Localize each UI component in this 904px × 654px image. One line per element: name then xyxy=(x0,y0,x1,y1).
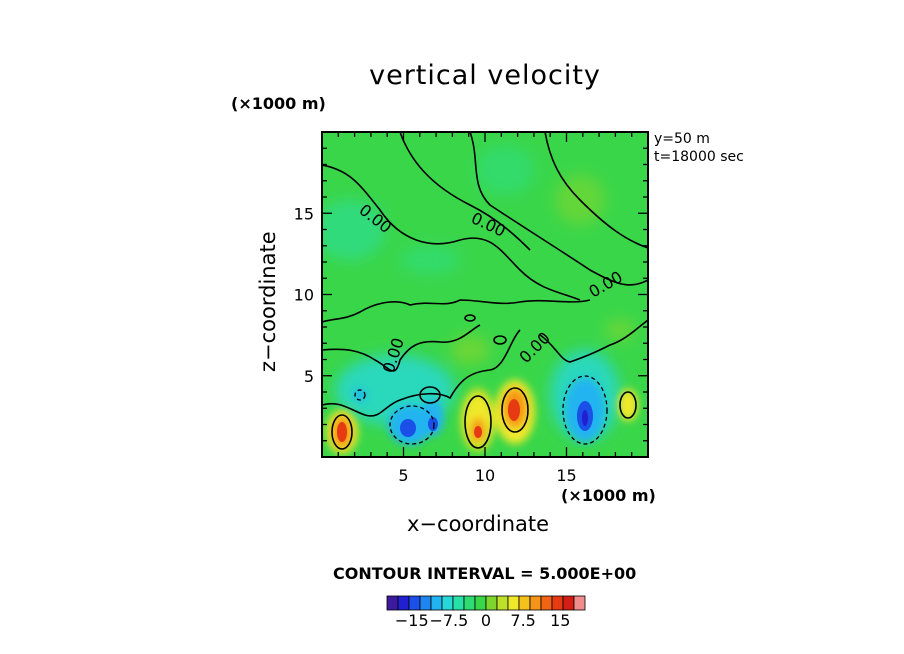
colorbar-swatch xyxy=(419,595,432,611)
colorbar-swatch xyxy=(386,595,399,611)
colorbar-swatch xyxy=(562,595,575,611)
colorbar-swatch xyxy=(408,595,421,611)
colorbar-tick-label: 7.5 xyxy=(510,611,535,630)
colorbar-swatch xyxy=(397,595,410,611)
info-y-position: y=50 m xyxy=(654,131,710,147)
y-tick-label: 5 xyxy=(304,367,314,386)
contour-lines xyxy=(322,132,648,450)
field-colors: 0.00 0.00 0.00 0.00 0.00 xyxy=(322,132,648,457)
y-tick-label: 10 xyxy=(294,286,314,305)
x-axis-unit: (×1000 m) xyxy=(561,486,656,505)
colorbar-swatch xyxy=(507,595,520,611)
colorbar-swatch xyxy=(441,595,454,611)
colorbar-swatch xyxy=(474,595,487,611)
x-tick-label: 5 xyxy=(398,466,408,485)
colorbar-swatch xyxy=(551,595,564,611)
colorbar-swatch xyxy=(452,595,465,611)
colorbar-swatch xyxy=(463,595,476,611)
colorbar-tick-label: 15 xyxy=(550,611,570,630)
colorbar: −15 −7.5 0 7.5 15 xyxy=(386,595,586,630)
colorbar-swatch xyxy=(573,595,586,611)
colorbar-tick-label: −7.5 xyxy=(429,611,468,630)
axes: 5 10 15 5 10 15 xyxy=(294,132,648,485)
colorbar-tick-label: −15 xyxy=(395,611,429,630)
x-tick-label: 15 xyxy=(556,466,576,485)
colorbar-swatch xyxy=(485,595,498,611)
colorbar-swatch xyxy=(518,595,531,611)
x-axis-label: x−coordinate xyxy=(407,512,550,536)
x-tick-label: 10 xyxy=(475,466,495,485)
y-axis-unit: (×1000 m) xyxy=(231,94,326,113)
colorbar-swatch xyxy=(430,595,443,611)
contour-interval-label: CONTOUR INTERVAL = 5.000E+00 xyxy=(333,564,637,583)
y-tick-label: 15 xyxy=(294,204,314,223)
colorbar-swatch xyxy=(529,595,542,611)
chart-title: vertical velocity xyxy=(369,60,601,91)
colorbar-swatch xyxy=(540,595,553,611)
colorbar-swatch xyxy=(496,595,509,611)
info-time: t=18000 sec xyxy=(654,149,744,165)
colorbar-tick-label: 0 xyxy=(481,611,491,630)
negative-contours xyxy=(354,375,608,445)
